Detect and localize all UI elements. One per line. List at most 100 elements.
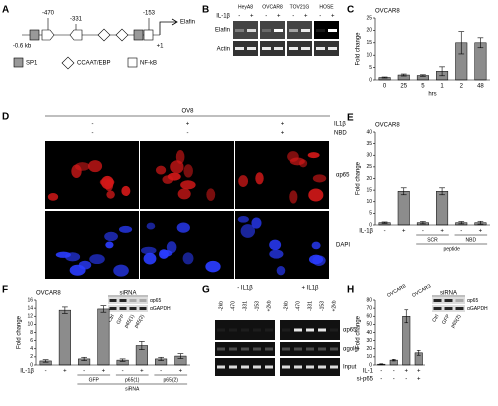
cell (276, 266, 286, 276)
gel-image (233, 41, 258, 56)
cell (307, 152, 320, 159)
band (301, 47, 310, 50)
band (318, 365, 326, 369)
row-label: IL1β (334, 122, 346, 128)
band (253, 347, 261, 351)
band (253, 328, 261, 332)
sign: + (304, 14, 308, 20)
legend-label: SP1 (26, 61, 38, 67)
cell (89, 254, 105, 265)
group-label: - IL1β (237, 286, 253, 292)
y-tick-label: 0 (369, 77, 372, 83)
band (229, 347, 237, 351)
band (455, 307, 464, 310)
gel-image (260, 41, 285, 56)
x-tick-label: - (122, 369, 124, 375)
bar (402, 316, 411, 366)
gel-image (287, 21, 312, 39)
band (294, 347, 302, 351)
gel-image (314, 41, 339, 56)
x-tick-label: - (160, 369, 162, 375)
bar (58, 309, 71, 366)
band (217, 365, 225, 369)
sign: + (281, 131, 285, 137)
y-tick-label: 12 (27, 314, 33, 320)
cell (289, 157, 305, 166)
cell (101, 175, 114, 190)
x-tick-label: + (440, 229, 444, 235)
sign: - (319, 14, 321, 20)
gel-image (215, 342, 275, 356)
stain-label: αp65 (336, 173, 350, 179)
top-label: OVCAR8 (386, 283, 407, 299)
x-tick-label: - (380, 369, 382, 375)
bar (97, 308, 110, 366)
lane-label: -2kb (218, 301, 224, 311)
cell (237, 215, 249, 223)
error-bar (177, 353, 184, 359)
error-bar (416, 350, 421, 356)
cell (162, 175, 174, 184)
error-bar (400, 187, 407, 196)
row-label: Elafin (215, 28, 230, 34)
sign: + (331, 14, 335, 20)
band (274, 47, 283, 50)
row-label: αp65 (467, 298, 478, 304)
band (289, 47, 298, 50)
cell (71, 164, 82, 179)
group-label: siRNA (125, 386, 140, 392)
cell (269, 239, 282, 251)
lane-label: Ctrl (107, 314, 116, 324)
band (265, 347, 273, 351)
y-tick-label: 5 (369, 65, 372, 71)
y-tick-label: 70 (366, 305, 372, 311)
error-bar (391, 359, 396, 362)
panel-letter: C (347, 5, 354, 16)
cell (121, 185, 131, 197)
error-bar (381, 76, 388, 79)
lane-label: TOV21G (290, 4, 310, 10)
lane-label: -2kb (283, 301, 289, 311)
cell (238, 175, 249, 188)
band (282, 328, 290, 332)
band (253, 365, 261, 369)
group-label: p65(2) (164, 377, 179, 383)
lane-label: -153 (254, 301, 260, 311)
band (433, 299, 442, 302)
cell (255, 172, 264, 185)
blot-title: siRNA (119, 291, 136, 297)
error-bar (138, 341, 145, 350)
band (330, 365, 338, 369)
band (217, 328, 225, 332)
panel-letter: F (2, 285, 8, 296)
sign: - (380, 377, 382, 383)
y-tick-label: 15 (366, 187, 372, 193)
y-tick-label: 6 (30, 338, 33, 344)
lane-label: +2kb (266, 300, 272, 311)
band (289, 29, 298, 32)
cell (183, 164, 193, 178)
chart-title: OVCAR8 (375, 9, 400, 15)
band (119, 307, 127, 310)
gel-image (314, 21, 339, 39)
sign: - (92, 131, 94, 137)
cell (88, 160, 103, 173)
x-tick-label: + (404, 369, 408, 375)
error-bar (458, 221, 465, 225)
error-bar (81, 356, 88, 361)
gel-image (280, 342, 340, 356)
gel-image (215, 320, 275, 340)
site-label: -470 (42, 11, 55, 17)
lane-label: HeyA8 (238, 4, 253, 10)
y-tick-label: 30 (366, 338, 372, 344)
legend-label: CCAAT/EBP (77, 61, 111, 67)
error-bar (400, 73, 407, 77)
gene-label: Elafin (180, 20, 195, 26)
panel-letter: A (2, 5, 9, 16)
cell-label: OV8 (181, 109, 194, 115)
legend-sp1 (13, 57, 24, 68)
group-label: + IL1β (302, 286, 320, 292)
blot-image (108, 305, 148, 312)
cell (180, 180, 196, 190)
bar (474, 42, 487, 81)
